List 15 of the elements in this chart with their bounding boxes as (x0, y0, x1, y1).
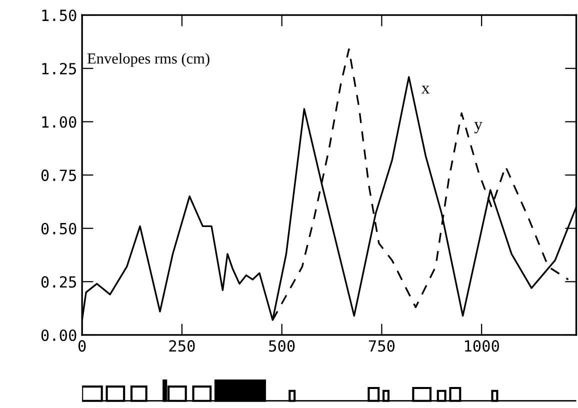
y-tick-label: 0.75 (41, 170, 76, 182)
series-label: y (474, 122, 482, 134)
text: Envelopes rms (cm) (87, 52, 210, 67)
y-tick-label: 0.25 (41, 276, 76, 288)
y-tick-label: 1.25 (42, 62, 76, 74)
y-tick-label: 0.50 (41, 222, 76, 234)
y-tick-label: 1.50 (42, 10, 76, 22)
x-tick-label: 250 (169, 340, 195, 352)
x-tick-label: 500 (269, 340, 295, 352)
y-tick-label: 0.00 (41, 329, 76, 342)
x-tick-label: 0 (78, 340, 86, 352)
x-tick-label: 750 (368, 340, 395, 352)
x-tick-label: 1000 (465, 340, 499, 352)
y-tick-label: 1.00 (42, 116, 76, 128)
series-label: x (422, 86, 430, 94)
